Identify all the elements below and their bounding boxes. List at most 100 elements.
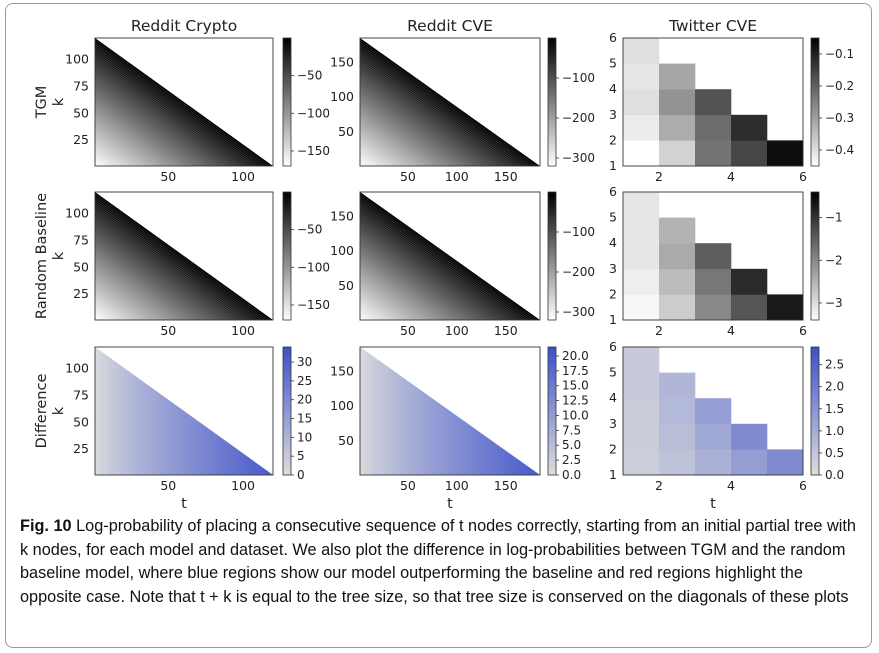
heatmap-band bbox=[360, 127, 414, 166]
x-tick-label: 2 bbox=[655, 478, 663, 493]
heatmap-strip bbox=[141, 347, 146, 475]
x-tick-label: 50 bbox=[400, 478, 416, 493]
colorbar-tick-label: −100 bbox=[297, 106, 330, 120]
colorbar-tick-label: −200 bbox=[562, 111, 595, 125]
heatmap-strip bbox=[162, 347, 167, 475]
heatmap-strip bbox=[367, 347, 372, 475]
colorbar-tick-label: 17.5 bbox=[562, 364, 589, 378]
heatmap-strip bbox=[374, 347, 379, 475]
heatmap-cell bbox=[623, 294, 660, 321]
axes-frame bbox=[94, 37, 274, 167]
heatmap-strip bbox=[258, 347, 263, 475]
y-tick-label: 6 bbox=[609, 30, 617, 45]
heatmap-cell bbox=[659, 243, 696, 270]
heatmap-strip bbox=[123, 347, 128, 475]
heatmap-band bbox=[95, 198, 265, 320]
heatmap-band bbox=[95, 59, 244, 167]
heatmap-cell bbox=[623, 63, 660, 90]
heatmap-band bbox=[95, 273, 161, 320]
heatmap-strip bbox=[475, 347, 480, 475]
y-tick-label: 1 bbox=[609, 467, 617, 482]
heatmap-cell bbox=[623, 372, 660, 399]
heatmap-strip bbox=[127, 347, 132, 475]
heatmap-strip bbox=[169, 347, 174, 475]
heatmap-band bbox=[95, 82, 211, 166]
y-tick-label: 1 bbox=[609, 158, 617, 173]
heatmap-band bbox=[360, 48, 525, 166]
heatmap-strip bbox=[403, 347, 408, 475]
heatmap-band bbox=[360, 232, 483, 320]
heatmap-strip bbox=[417, 347, 422, 475]
heatmap-strip bbox=[116, 347, 121, 475]
heatmap-cell bbox=[623, 114, 660, 141]
heatmap-cell bbox=[623, 268, 660, 295]
column-title-3: Twitter CVE bbox=[668, 17, 757, 35]
heatmap-panel-2 bbox=[359, 37, 559, 167]
colorbar-tick-label: −300 bbox=[562, 305, 595, 319]
y-tick-label: 25 bbox=[73, 441, 89, 456]
y-tick-label: 100 bbox=[65, 52, 89, 67]
y-tick-label: 50 bbox=[73, 105, 89, 120]
heatmap-band bbox=[360, 230, 486, 320]
x-tick-label: 6 bbox=[799, 169, 807, 184]
x-tick-label: 2 bbox=[655, 169, 663, 184]
heatmap-band bbox=[95, 123, 155, 166]
row-label-3: Difference bbox=[34, 374, 50, 449]
heatmap-band bbox=[360, 108, 441, 166]
heatmap-band bbox=[95, 99, 187, 166]
heatmap-strip bbox=[216, 347, 221, 475]
colorbar bbox=[810, 191, 820, 321]
x-tick-label: 100 bbox=[445, 478, 469, 493]
heatmap-band bbox=[95, 213, 244, 320]
y-tick-label: 4 bbox=[609, 235, 617, 250]
heatmap-band bbox=[360, 151, 381, 166]
heatmap-strip bbox=[410, 347, 415, 475]
heatmap-band bbox=[360, 313, 369, 320]
heatmap-strip bbox=[518, 347, 523, 475]
heatmap-band bbox=[95, 192, 273, 320]
heatmap-strip bbox=[392, 347, 397, 475]
heatmap-cell bbox=[623, 243, 660, 270]
heatmap-band bbox=[360, 157, 372, 166]
heatmap-strip bbox=[230, 347, 235, 475]
heatmap-band bbox=[360, 78, 483, 166]
heatmap-band bbox=[95, 251, 190, 320]
x-tick-label: 150 bbox=[494, 169, 518, 184]
heatmap-cell bbox=[731, 449, 768, 476]
heatmap-panel-6 bbox=[622, 191, 822, 321]
colorbar-tick-label: −50 bbox=[297, 69, 322, 83]
heatmap-strip bbox=[148, 347, 153, 475]
heatmap-cell bbox=[731, 423, 768, 450]
heatmap-cell bbox=[623, 38, 660, 64]
heatmap-band bbox=[95, 249, 193, 320]
heatmap-band bbox=[360, 192, 540, 320]
heatmap-cell bbox=[623, 449, 660, 476]
heatmap-strip bbox=[360, 347, 365, 475]
heatmap-band bbox=[360, 114, 432, 166]
heatmap-band bbox=[95, 226, 226, 320]
heatmap-strip bbox=[98, 347, 103, 475]
heatmap-strip bbox=[442, 347, 447, 475]
x-tick-label: 50 bbox=[400, 323, 416, 338]
heatmap-band bbox=[95, 91, 199, 166]
heatmap-band bbox=[95, 209, 250, 320]
heatmap-cell bbox=[767, 294, 804, 321]
heatmap-cell bbox=[659, 398, 696, 425]
heatmap-band bbox=[95, 163, 98, 166]
heatmap-strip bbox=[248, 347, 253, 475]
heatmap-band bbox=[95, 294, 131, 320]
colorbar-tick-label: −0.1 bbox=[825, 47, 854, 61]
y-tick-label: 150 bbox=[330, 54, 354, 69]
x-tick-label: 50 bbox=[160, 169, 176, 184]
colorbar-tick-label: 2.5 bbox=[562, 453, 581, 467]
heatmap-band bbox=[95, 266, 170, 320]
colorbar-tick-label: 20.0 bbox=[562, 349, 589, 363]
colorbar-tick-label: 1.0 bbox=[825, 424, 844, 438]
y-tick-label: 2 bbox=[609, 286, 617, 301]
x-axis-label-3: t bbox=[710, 496, 716, 510]
colorbar-tick-label: −1 bbox=[825, 211, 843, 225]
heatmap-cell bbox=[695, 449, 732, 476]
heatmap-band bbox=[95, 151, 116, 166]
heatmap-cell bbox=[659, 372, 696, 399]
figure-caption: Fig. 10 Log-probability of placing a con… bbox=[20, 515, 865, 609]
